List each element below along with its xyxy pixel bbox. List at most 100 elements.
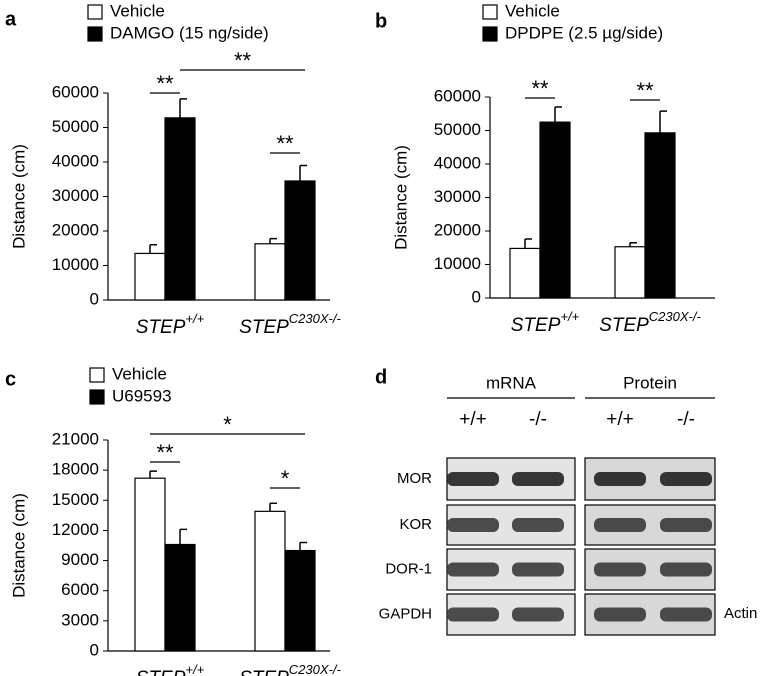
y-tick-label: 60000 xyxy=(434,86,481,105)
group-label: Protein xyxy=(623,373,677,392)
x-tick-label: STEP+/+ xyxy=(136,311,205,338)
error-bar xyxy=(269,502,277,512)
bar xyxy=(284,180,316,301)
panel-label: c xyxy=(5,368,16,390)
x-tick-label: STEPC230X-/- xyxy=(599,309,701,336)
significance-label: * xyxy=(281,466,290,491)
legend-swatch xyxy=(89,389,105,405)
legend-label: DAMGO (15 ng/side) xyxy=(110,23,269,42)
category-name: STEP xyxy=(239,668,289,676)
lane-label: -/- xyxy=(677,409,695,430)
y-tick-label: 15000 xyxy=(52,490,99,509)
y-tick-label: 21000 xyxy=(52,429,99,448)
legend-label: Vehicle xyxy=(505,1,560,20)
row-label: GAPDH xyxy=(379,605,432,622)
category-name: STEP xyxy=(239,317,289,338)
blot-band xyxy=(660,607,712,622)
legend-swatch xyxy=(89,367,105,383)
legend-swatch xyxy=(482,4,498,20)
error-bar xyxy=(149,470,157,479)
legend-swatch xyxy=(87,4,103,20)
blot-band xyxy=(660,472,712,486)
bar xyxy=(644,132,676,299)
error-bar xyxy=(299,541,307,551)
panel-label: a xyxy=(5,8,17,30)
category-name: STEP xyxy=(136,317,186,338)
blot-band xyxy=(594,518,646,532)
category-superscript: C230X-/- xyxy=(649,309,702,324)
significance-label: * xyxy=(223,412,232,437)
error-bar xyxy=(554,106,562,123)
y-tick-label: 10000 xyxy=(434,254,481,273)
lane-label: +/+ xyxy=(459,409,486,430)
y-tick-label: 10000 xyxy=(52,255,99,274)
panel-label: d xyxy=(375,366,387,388)
y-tick-label: 6000 xyxy=(61,580,99,599)
y-tick-label: 20000 xyxy=(52,220,99,239)
legend-label: Vehicle xyxy=(110,1,165,20)
category-superscript: C230X-/- xyxy=(289,662,342,676)
category-name: STEP xyxy=(136,668,186,676)
bar xyxy=(509,247,541,299)
error-bar xyxy=(269,237,277,244)
category-name: STEP xyxy=(599,315,649,336)
bar xyxy=(164,543,196,652)
bar xyxy=(539,121,571,299)
y-tick-label: 0 xyxy=(90,640,99,659)
blot-band xyxy=(447,607,499,622)
lane-label: -/- xyxy=(529,409,547,430)
legend-swatch xyxy=(87,26,103,42)
blot-band xyxy=(512,472,564,486)
y-tick-label: 18000 xyxy=(52,460,99,479)
significance-label: ** xyxy=(276,131,294,156)
blot-band xyxy=(447,518,499,532)
legend-label: DPDPE (2.5 µg/side) xyxy=(505,23,663,42)
x-tick-label: STEPC230X-/- xyxy=(239,662,341,676)
y-tick-label: 20000 xyxy=(434,220,481,239)
lane-label: +/+ xyxy=(606,409,633,430)
category-superscript: +/+ xyxy=(185,662,204,676)
blot-band xyxy=(447,472,499,486)
y-tick-label: 0 xyxy=(472,287,481,306)
significance-label: ** xyxy=(531,76,549,101)
y-tick-label: 9000 xyxy=(61,550,99,569)
legend-swatch xyxy=(482,26,498,42)
category-superscript: +/+ xyxy=(185,311,204,326)
y-tick-label: 40000 xyxy=(434,153,481,172)
bar xyxy=(134,477,166,652)
error-bar xyxy=(149,244,157,254)
y-tick-label: 12000 xyxy=(52,520,99,539)
significance-label: ** xyxy=(636,78,654,103)
significance-label: ** xyxy=(234,48,252,73)
y-tick-label: 3000 xyxy=(61,610,99,629)
row-label: DOR-1 xyxy=(385,560,432,577)
y-tick-label: 30000 xyxy=(434,187,481,206)
bar xyxy=(614,246,646,299)
blot-band xyxy=(447,562,499,577)
blot-band xyxy=(594,562,646,577)
category-superscript: +/+ xyxy=(560,309,579,324)
blot-band xyxy=(512,562,564,577)
row-label-right: Actin xyxy=(724,605,757,622)
bar xyxy=(284,549,316,652)
row-label: KOR xyxy=(399,516,432,533)
legend-label: Vehicle xyxy=(112,364,167,383)
y-tick-label: 40000 xyxy=(52,151,99,170)
y-axis-label: Distance (cm) xyxy=(9,493,28,598)
blot-band xyxy=(594,472,646,486)
error-bar xyxy=(179,528,187,545)
x-tick-label: STEP+/+ xyxy=(511,309,580,336)
y-axis-label: Distance (cm) xyxy=(391,145,410,250)
y-axis-label: Distance (cm) xyxy=(9,144,28,249)
category-name: STEP xyxy=(511,315,561,336)
y-tick-label: 30000 xyxy=(52,186,99,205)
significance-label: ** xyxy=(156,440,174,465)
blot-band xyxy=(512,518,564,532)
error-bar xyxy=(629,241,637,247)
blot-band xyxy=(594,607,646,622)
y-tick-label: 0 xyxy=(90,289,99,308)
row-label: MOR xyxy=(397,470,432,487)
y-tick-label: 50000 xyxy=(52,117,99,136)
blot-band xyxy=(512,607,564,622)
